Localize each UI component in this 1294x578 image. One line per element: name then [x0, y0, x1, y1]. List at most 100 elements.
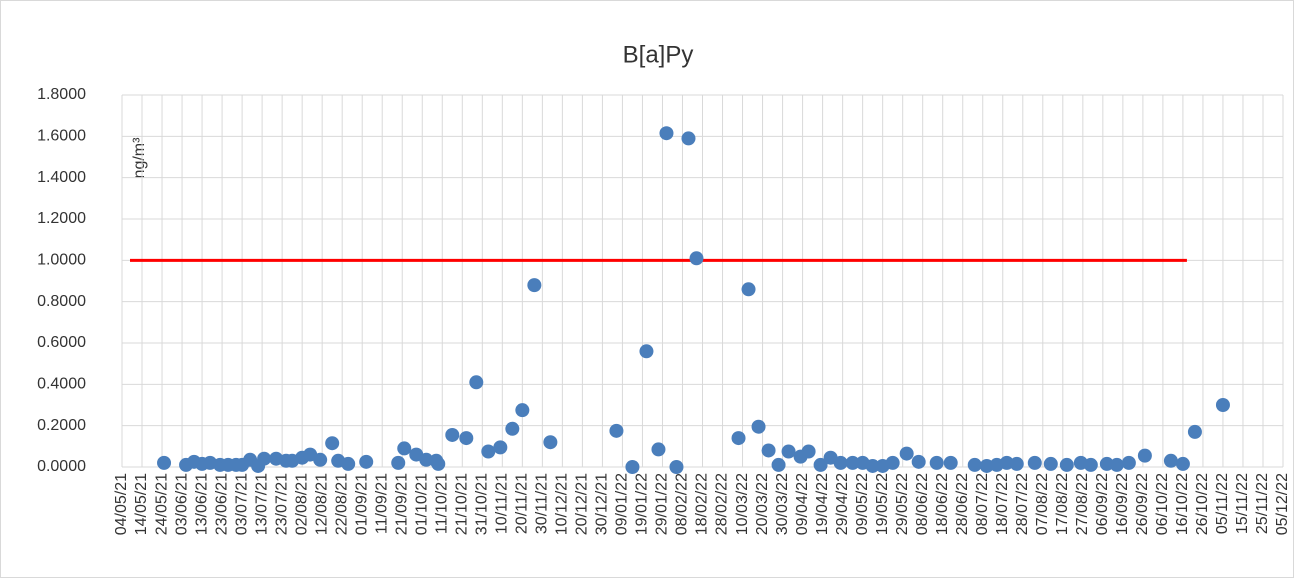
x-tick-label: 18/02/22	[694, 473, 711, 535]
x-tick-label: 30/11/21	[534, 473, 551, 534]
data-point	[865, 458, 880, 473]
data-point	[1187, 424, 1202, 439]
data-point	[1009, 456, 1024, 471]
x-tick-label: 23/07/21	[273, 473, 290, 535]
data-point	[325, 436, 340, 451]
y-tick-label: 0.4000	[37, 376, 86, 393]
data-point	[813, 457, 828, 472]
data-point	[505, 421, 520, 436]
x-tick-label: 01/09/21	[353, 473, 370, 535]
x-tick-label: 08/07/22	[974, 473, 991, 535]
data-point	[781, 444, 796, 459]
x-tick-label: 08/02/22	[674, 473, 691, 535]
data-point	[493, 440, 508, 455]
data-point	[741, 282, 756, 297]
x-tick-label: 28/02/22	[714, 473, 731, 535]
x-tick-label: 07/08/22	[1034, 473, 1051, 535]
x-tick-label: 16/10/22	[1174, 473, 1191, 535]
data-point	[481, 444, 496, 459]
data-point	[929, 455, 944, 470]
x-tick-label: 09/05/22	[854, 473, 871, 535]
data-point	[257, 451, 272, 466]
x-tick-label: 25/11/22	[1254, 473, 1271, 534]
data-point	[469, 375, 484, 390]
x-tick-label: 28/06/22	[954, 473, 971, 535]
x-tick-label: 14/05/21	[133, 473, 150, 535]
x-tick-label: 02/08/21	[293, 473, 310, 535]
y-tick-label: 1.8000	[37, 86, 86, 103]
data-point	[639, 344, 654, 359]
x-tick-label: 01/10/21	[413, 473, 430, 535]
y-tick-label: 0.2000	[37, 417, 86, 434]
data-point	[669, 460, 684, 474]
x-tick-label: 04/05/21	[113, 473, 130, 535]
x-tick-label: 24/05/21	[153, 473, 170, 535]
y-tick-label: 1.4000	[37, 169, 86, 186]
data-point	[609, 423, 624, 438]
x-tick-label: 20/11/21	[514, 473, 531, 534]
data-point	[761, 443, 776, 458]
x-tick-label: 12/08/21	[313, 473, 330, 535]
x-tick-label: 28/07/22	[1014, 473, 1031, 535]
x-tick-label: 23/06/21	[213, 473, 230, 535]
data-point	[911, 454, 926, 469]
data-point	[833, 455, 848, 470]
data-point	[899, 446, 914, 461]
x-tick-label: 10/11/21	[494, 473, 511, 534]
x-tick-label: 19/05/22	[874, 473, 891, 535]
data-point	[1215, 398, 1230, 412]
data-point	[731, 431, 746, 446]
data-point	[431, 456, 446, 471]
x-tick-label: 11/09/21	[373, 473, 390, 534]
x-tick-label: 30/03/22	[774, 473, 791, 535]
data-point	[341, 456, 356, 471]
data-point	[651, 442, 666, 457]
x-tick-label: 16/09/22	[1114, 473, 1131, 535]
data-point	[845, 455, 860, 470]
data-point	[1059, 457, 1074, 472]
x-tick-label: 21/09/21	[393, 473, 410, 535]
x-tick-label: 31/10/21	[474, 473, 491, 535]
data-point	[1121, 455, 1136, 470]
x-tick-label: 26/09/22	[1134, 473, 1151, 535]
y-tick-label: 1.6000	[37, 128, 86, 145]
data-point	[1083, 457, 1098, 472]
x-tick-label: 20/12/21	[574, 473, 591, 535]
data-point	[445, 427, 460, 442]
data-point	[1175, 456, 1190, 471]
data-point	[543, 435, 558, 450]
data-point	[515, 403, 530, 418]
y-tick-label: 1.0000	[37, 252, 86, 269]
data-point	[1109, 457, 1124, 472]
x-tick-label: 06/09/22	[1094, 473, 1111, 535]
x-tick-label: 18/07/22	[994, 473, 1011, 535]
y-tick-label: 0.8000	[37, 293, 86, 310]
x-tick-label: 05/11/22	[1214, 473, 1231, 534]
x-tick-label: 11/10/21	[433, 473, 450, 534]
data-point	[527, 278, 542, 293]
y-tick-label: 1.2000	[37, 210, 86, 227]
x-tick-label: 30/12/21	[594, 473, 611, 535]
x-tick-label: 05/12/22	[1274, 473, 1291, 535]
x-tick-label: 21/10/21	[454, 473, 471, 535]
chart-title: B[a]Py	[623, 41, 694, 68]
data-point	[659, 126, 674, 141]
data-point	[1163, 453, 1178, 468]
x-tick-label: 18/06/22	[934, 473, 951, 535]
x-tick-label: 09/04/22	[794, 473, 811, 535]
y-tick-label: 0.6000	[37, 334, 86, 351]
x-tick-label: 27/08/22	[1074, 473, 1091, 535]
data-point	[1137, 448, 1152, 463]
y-tick-label: 0.0000	[37, 458, 86, 475]
data-point	[625, 460, 640, 474]
data-point	[1043, 456, 1058, 471]
x-tick-label: 17/08/22	[1054, 473, 1071, 535]
x-tick-label: 29/05/22	[894, 473, 911, 535]
x-tick-label: 29/04/22	[834, 473, 851, 535]
x-tick-label: 26/10/22	[1194, 473, 1211, 535]
x-tick-label: 03/07/21	[233, 473, 250, 535]
x-tick-label: 08/06/22	[914, 473, 931, 535]
data-point	[885, 455, 900, 470]
x-tick-label: 10/12/21	[554, 473, 571, 535]
